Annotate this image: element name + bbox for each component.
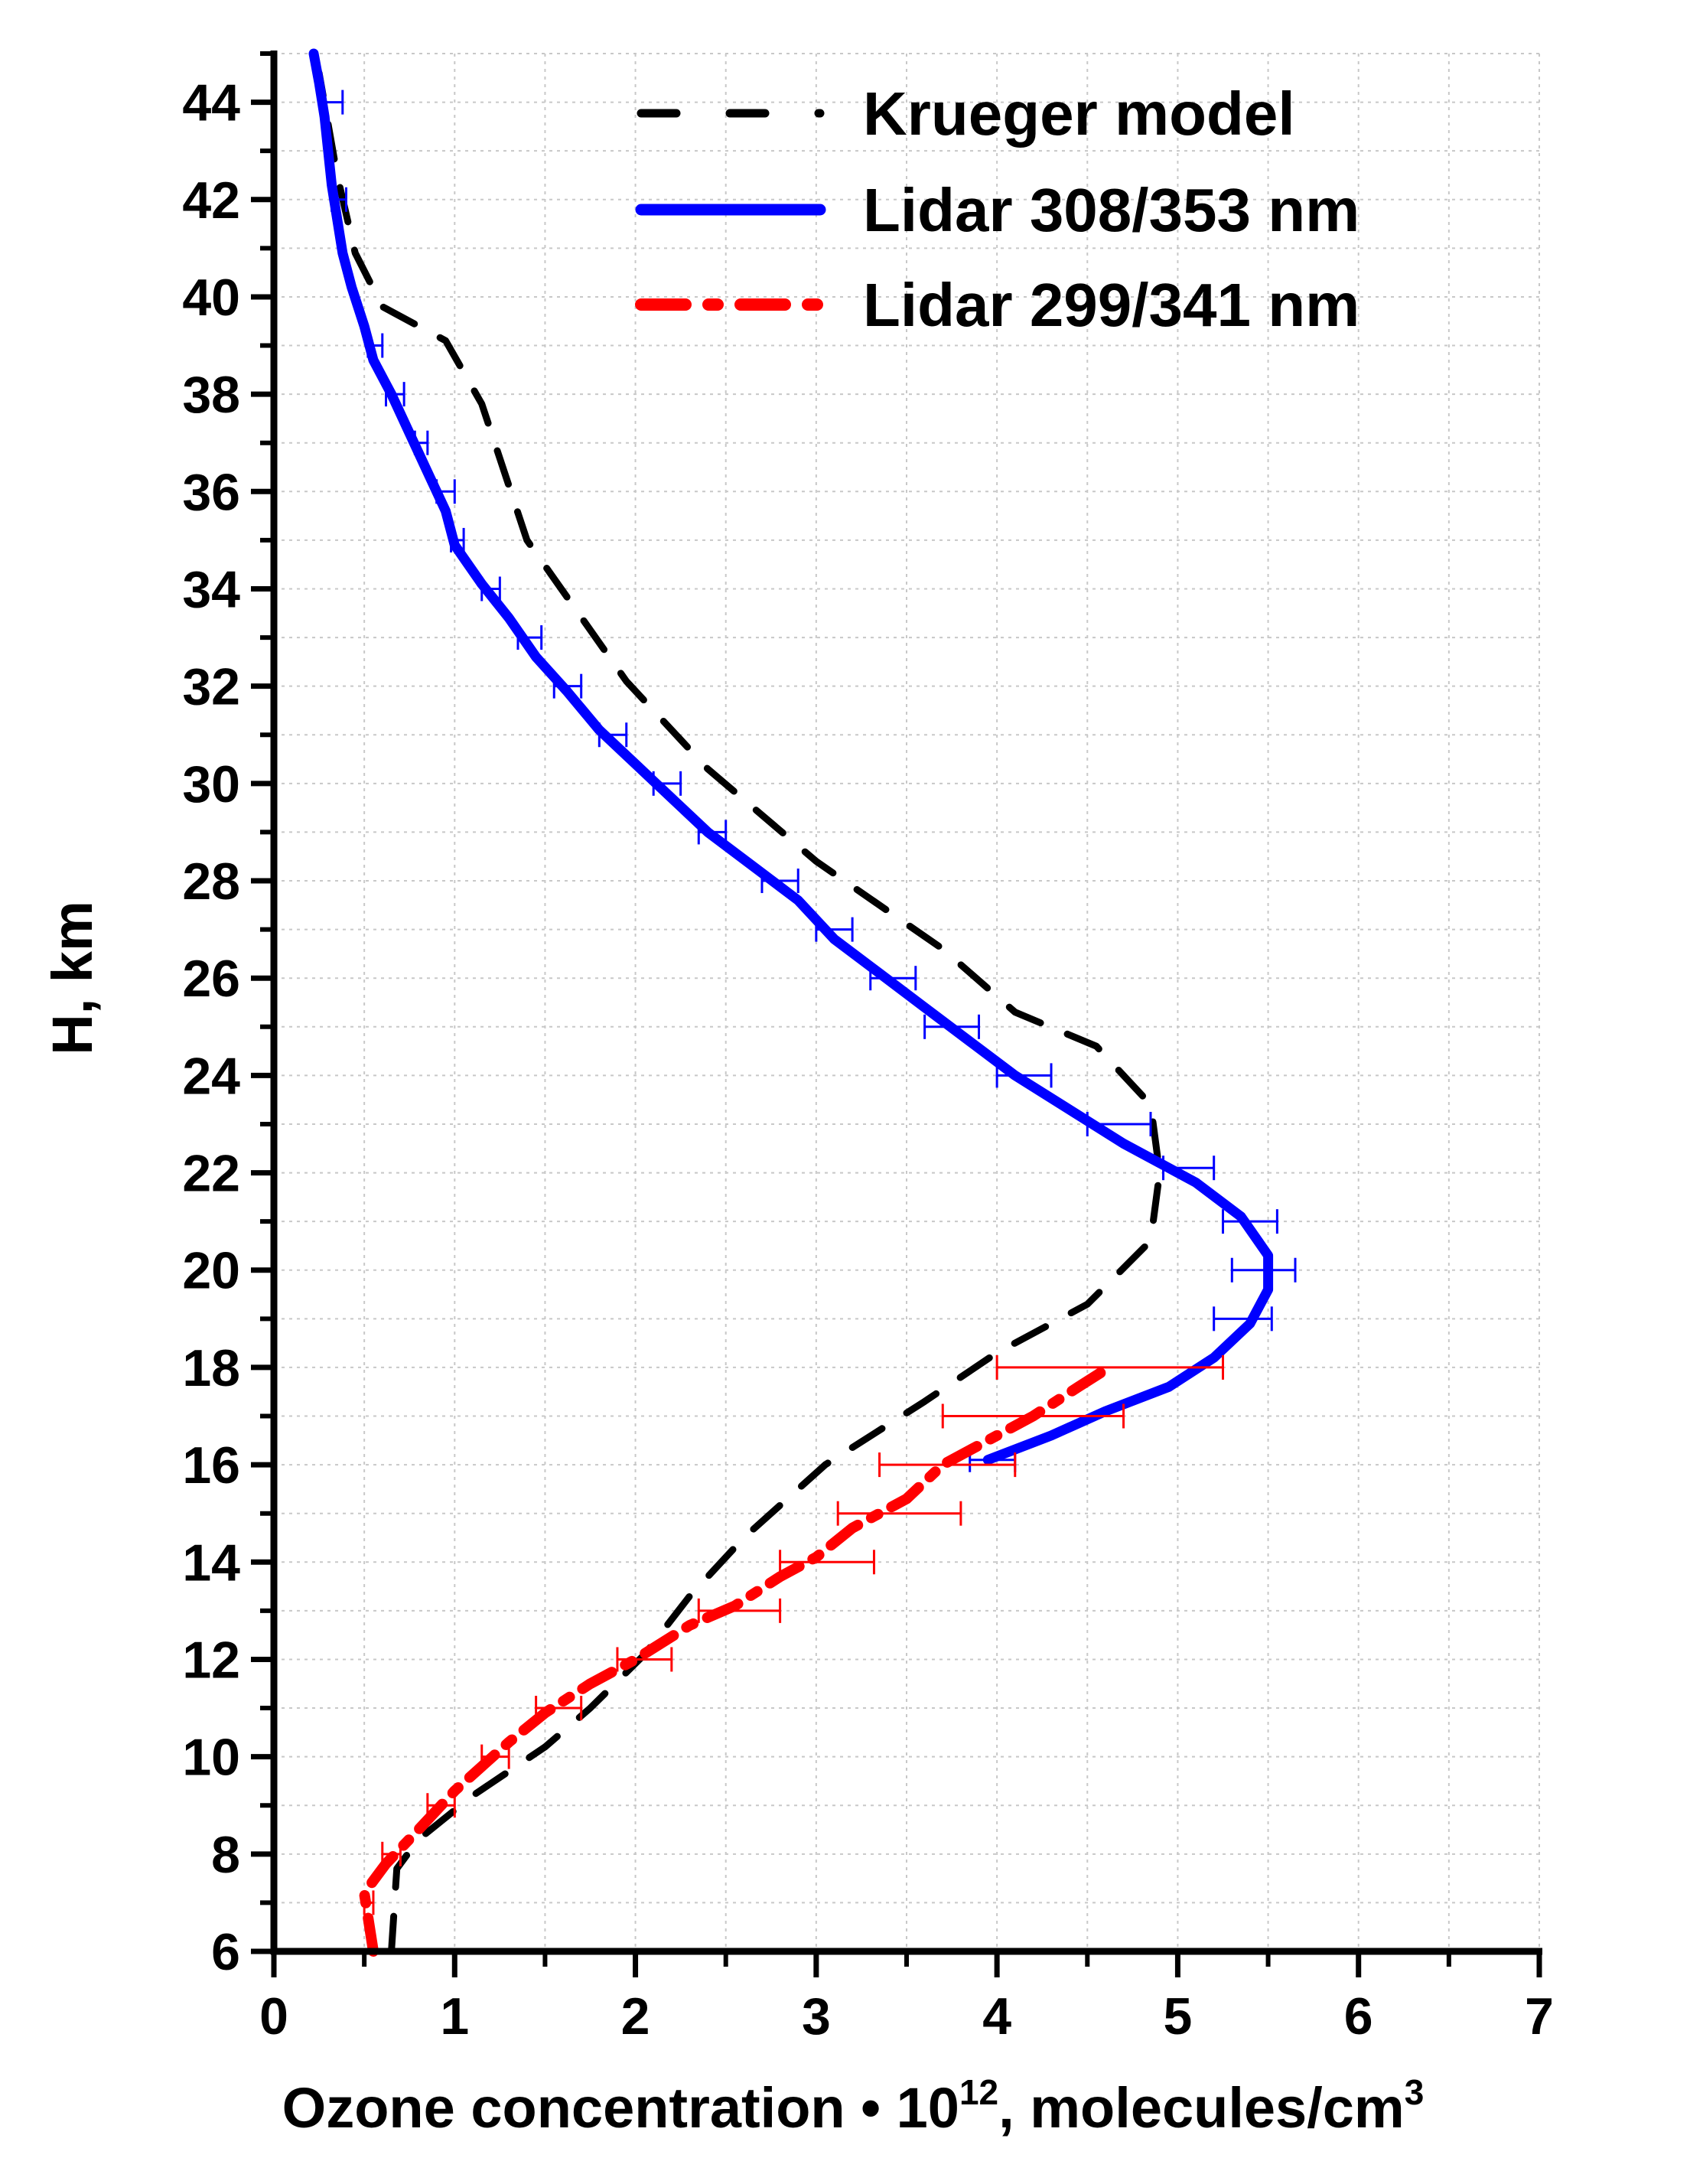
series-line: [359, 1361, 1115, 1957]
y-tick-label: 40: [182, 269, 240, 327]
legend-label: Krueger model: [863, 80, 1295, 148]
x-axis-title: Ozone concentration • 1012, molecules/cm…: [282, 2072, 1425, 2140]
y-tick-label: 28: [182, 852, 240, 911]
y-axis-title: H, km: [41, 901, 104, 1055]
y-tick-label: 6: [211, 1923, 240, 1981]
series-lidar-308-353-nm: [308, 48, 1297, 1472]
legend-label: Lidar 299/341 nm: [863, 271, 1359, 339]
y-tick-label: 36: [182, 463, 240, 521]
y-tick-label: 16: [182, 1436, 240, 1495]
error-bar: [779, 1550, 875, 1575]
y-tick-label: 12: [182, 1631, 240, 1689]
y-tick-label: 24: [182, 1047, 240, 1105]
error-bar: [995, 1354, 1224, 1380]
y-tick-label: 44: [182, 74, 240, 132]
y-tick-label: 8: [211, 1826, 240, 1884]
y-tick-label: 30: [182, 755, 240, 813]
legend: Krueger model Lidar 308/353 nm Lidar 299/3…: [635, 80, 1359, 339]
y-axis-tick-labels: 6 8 10 12 14 16 18 20 22 24 26 28 30 32 34 36 38 40 42 44: [182, 74, 240, 1981]
y-tick-label: 20: [182, 1242, 240, 1300]
x-tick-label: 6: [1344, 1987, 1373, 2045]
x-tick-label: 4: [982, 1987, 1011, 2045]
y-tick-label: 14: [182, 1534, 240, 1592]
grid-lines: [274, 53, 1540, 1951]
y-tick-label: 18: [182, 1339, 240, 1397]
x-tick-label: 7: [1525, 1987, 1554, 2045]
axes: [251, 51, 1542, 1977]
x-tick-label: 1: [440, 1987, 469, 2045]
error-bar: [1213, 1306, 1273, 1332]
x-tick-label: 3: [802, 1987, 831, 2045]
x-tick-label: 5: [1164, 1987, 1193, 2045]
legend-label: Lidar 308/353 nm: [863, 176, 1359, 244]
legend-item: Lidar 308/353 nm: [635, 176, 1359, 244]
series-line: [315, 69, 1164, 1955]
y-tick-label: 26: [182, 950, 240, 1008]
series-lidar-299-341-nm: [359, 1354, 1224, 1957]
y-tick-label: 32: [182, 658, 240, 716]
y-tick-label: 22: [182, 1145, 240, 1203]
x-tick-label: 0: [259, 1987, 288, 2045]
error-bar: [836, 1501, 962, 1526]
series-line: [308, 48, 1274, 1465]
legend-item: Lidar 299/341 nm: [635, 271, 1359, 339]
y-tick-label: 34: [182, 560, 240, 618]
x-tick-label: 2: [621, 1987, 650, 2045]
legend-item: Krueger model: [637, 80, 1295, 148]
x-axis-tick-labels: 0 1 2 3 4 5 6 7: [259, 1987, 1554, 2045]
y-tick-label: 42: [182, 171, 240, 230]
data-series: [308, 48, 1297, 1957]
y-tick-label: 10: [182, 1729, 240, 1787]
series-krueger-model: [315, 69, 1164, 1955]
y-tick-label: 38: [182, 366, 240, 424]
